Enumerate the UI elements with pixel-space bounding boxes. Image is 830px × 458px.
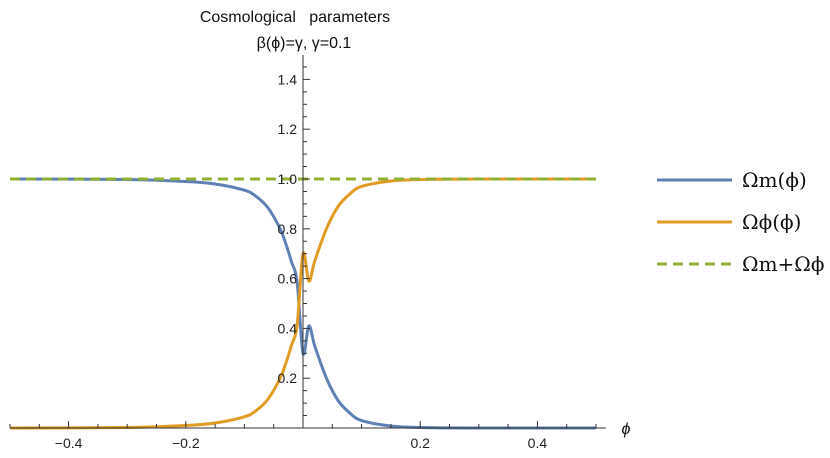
x-tick-label: −0.4 [55, 435, 83, 451]
y-tick-label: 0.6 [278, 271, 298, 287]
series-layer [9, 177, 597, 430]
x-axis-label: ϕ [622, 421, 631, 438]
series-line-1 [9, 177, 597, 430]
x-tick-label: −0.2 [172, 435, 200, 451]
x-tick-label: 0.4 [528, 435, 548, 451]
y-tick-label: 0.2 [278, 370, 298, 386]
legend-label-2: Ωm+Ωϕ [742, 252, 825, 276]
y-tick-label: 0.4 [278, 320, 298, 336]
y-tick-label: 0.8 [278, 221, 298, 237]
chart-title: Cosmological parameters [200, 9, 390, 26]
y-tick-label: 1.2 [278, 121, 298, 137]
chart-title-group: Cosmological parameters β(ϕ)=γ, γ=0.1 [200, 9, 390, 52]
y-tick-label: 1.4 [278, 71, 298, 87]
y-tick-label: 1.0 [278, 171, 298, 187]
legend-label-0: Ωm(ϕ) [742, 168, 807, 192]
x-tick-label: 0.2 [410, 435, 430, 451]
legend: Ωm(ϕ) Ωϕ(ϕ) Ωm+Ωϕ [657, 168, 825, 276]
legend-label-1: Ωϕ(ϕ) [742, 210, 801, 234]
axes-layer: −0.4 −0.2 0.2 0.4 0.2 0.4 0.6 0.8 1.0 1.2 1.4 ϕ [9, 55, 631, 451]
series-line-0 [9, 177, 597, 430]
chart-subtitle: β(ϕ)=γ, γ=0.1 [257, 35, 352, 52]
